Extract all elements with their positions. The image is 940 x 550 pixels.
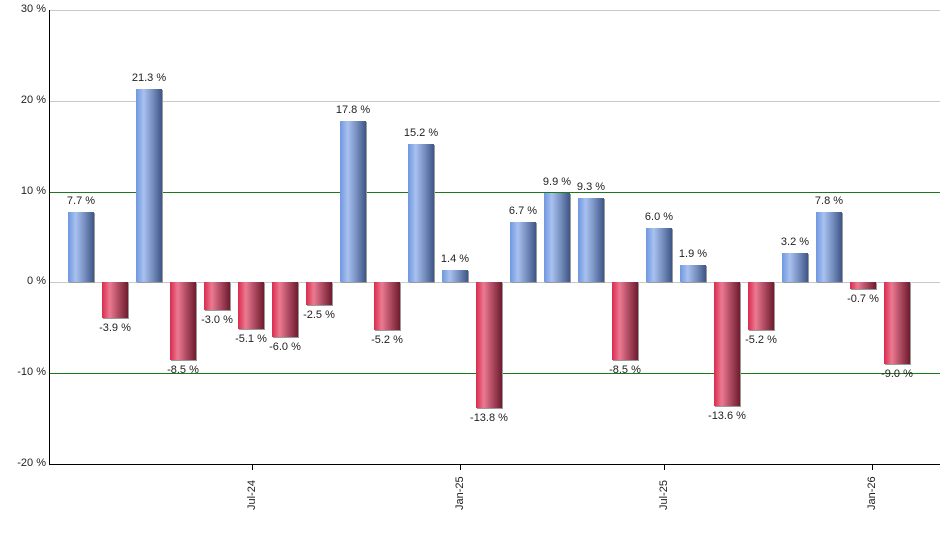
data-label: -8.5 % bbox=[609, 363, 641, 376]
bar bbox=[68, 212, 94, 283]
data-label: -13.6 % bbox=[708, 409, 746, 422]
y-tick-label: -10 % bbox=[17, 366, 46, 378]
y-tick-label: 10 % bbox=[20, 185, 46, 197]
bar bbox=[680, 265, 706, 283]
data-label: 6.7 % bbox=[508, 204, 538, 217]
bar bbox=[408, 144, 434, 283]
data-label: -0.7 % bbox=[847, 292, 879, 305]
data-label: -6.0 % bbox=[269, 340, 301, 353]
bar bbox=[748, 282, 774, 330]
data-label: 7.7 % bbox=[66, 195, 96, 208]
bar bbox=[544, 192, 570, 283]
bar bbox=[850, 282, 876, 289]
x-tick-label: Jan-26 bbox=[866, 476, 878, 510]
bar bbox=[782, 253, 808, 283]
gridline bbox=[50, 10, 940, 11]
bar bbox=[884, 282, 910, 365]
data-label: 15.2 % bbox=[403, 127, 439, 140]
reference-line bbox=[50, 192, 940, 193]
bar bbox=[374, 282, 400, 330]
y-tick-label: -20 % bbox=[17, 457, 46, 469]
x-tick-mark bbox=[664, 465, 665, 470]
bar bbox=[102, 282, 128, 318]
data-label: 7.8 % bbox=[814, 194, 844, 207]
data-label: -13.8 % bbox=[470, 411, 508, 424]
data-label: -3.9 % bbox=[99, 321, 131, 334]
bar bbox=[714, 282, 740, 406]
data-label: 17.8 % bbox=[335, 103, 371, 116]
data-label: -3.0 % bbox=[201, 313, 233, 326]
y-tick-label: 0 % bbox=[27, 275, 46, 287]
x-tick-mark bbox=[460, 465, 461, 470]
data-label: -2.5 % bbox=[303, 309, 335, 322]
bar bbox=[476, 282, 502, 408]
bar bbox=[612, 282, 638, 360]
bar bbox=[340, 120, 366, 283]
data-label: 21.3 % bbox=[131, 71, 167, 84]
x-tick-mark bbox=[252, 465, 253, 470]
data-label: 9.3 % bbox=[576, 180, 606, 193]
x-axis bbox=[49, 464, 940, 465]
x-tick-label: Jul-24 bbox=[246, 479, 258, 510]
y-tick-label: 30 % bbox=[20, 3, 46, 15]
data-label: 1.4 % bbox=[440, 252, 470, 265]
bar bbox=[272, 282, 298, 337]
bar bbox=[816, 211, 842, 283]
y-axis bbox=[49, 10, 50, 465]
bar bbox=[204, 282, 230, 310]
data-label: 3.2 % bbox=[780, 236, 810, 249]
bar bbox=[238, 282, 264, 329]
bar bbox=[306, 282, 332, 306]
data-label: 9.9 % bbox=[542, 175, 572, 188]
y-tick-label: 20 % bbox=[20, 94, 46, 106]
data-label: -9.0 % bbox=[881, 368, 913, 381]
bar bbox=[646, 227, 672, 283]
bar bbox=[170, 282, 196, 360]
data-label: -5.1 % bbox=[235, 332, 267, 345]
data-label: 6.0 % bbox=[644, 210, 674, 223]
gridline bbox=[50, 101, 940, 102]
x-tick-label: Jul-25 bbox=[658, 479, 670, 510]
x-tick-mark bbox=[872, 465, 873, 470]
bar bbox=[578, 197, 604, 283]
bar bbox=[510, 221, 536, 283]
bar bbox=[136, 88, 162, 283]
data-label: -5.2 % bbox=[745, 333, 777, 346]
data-label: 1.9 % bbox=[678, 248, 708, 261]
data-label: -5.2 % bbox=[371, 333, 403, 346]
x-tick-label: Jan-25 bbox=[454, 476, 466, 510]
data-label: -8.5 % bbox=[167, 363, 199, 376]
bar bbox=[442, 269, 468, 283]
